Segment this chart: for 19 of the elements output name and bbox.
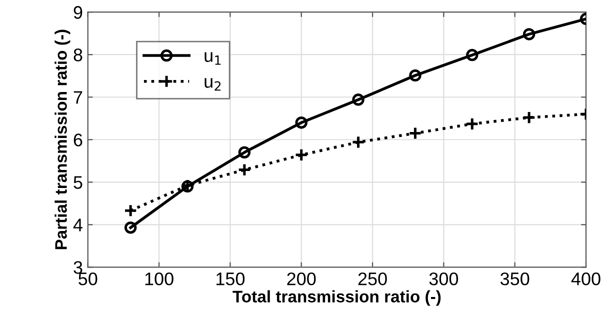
y-tick-label: 5 <box>74 176 82 189</box>
legend-label: u$_{1}$ <box>204 52 221 65</box>
y-tick-label: 3 <box>74 261 82 274</box>
y-tick-label: 8 <box>74 48 82 62</box>
x-tick-label: 250 <box>358 272 387 286</box>
legend-label: u$_{2}$ <box>204 78 221 91</box>
y-tick-label: 4 <box>73 218 82 232</box>
y-tick-label: 9 <box>74 6 82 19</box>
x-tick-label: 350 <box>500 272 530 286</box>
x-tick-label: 150 <box>216 272 245 286</box>
x-axis-title: Total transmission ratio (-) <box>232 290 441 306</box>
y-tick-label: 7 <box>74 91 82 104</box>
x-tick-label: 100 <box>145 272 174 286</box>
x-tick-label: 300 <box>429 272 458 286</box>
x-tick-label: 50 <box>78 272 98 286</box>
x-tick-label: 200 <box>287 272 316 286</box>
y-axis-title: Partial transmission ratio (-) <box>54 30 70 250</box>
x-tick-label: 400 <box>571 272 600 286</box>
y-tick-label: 6 <box>74 134 82 146</box>
